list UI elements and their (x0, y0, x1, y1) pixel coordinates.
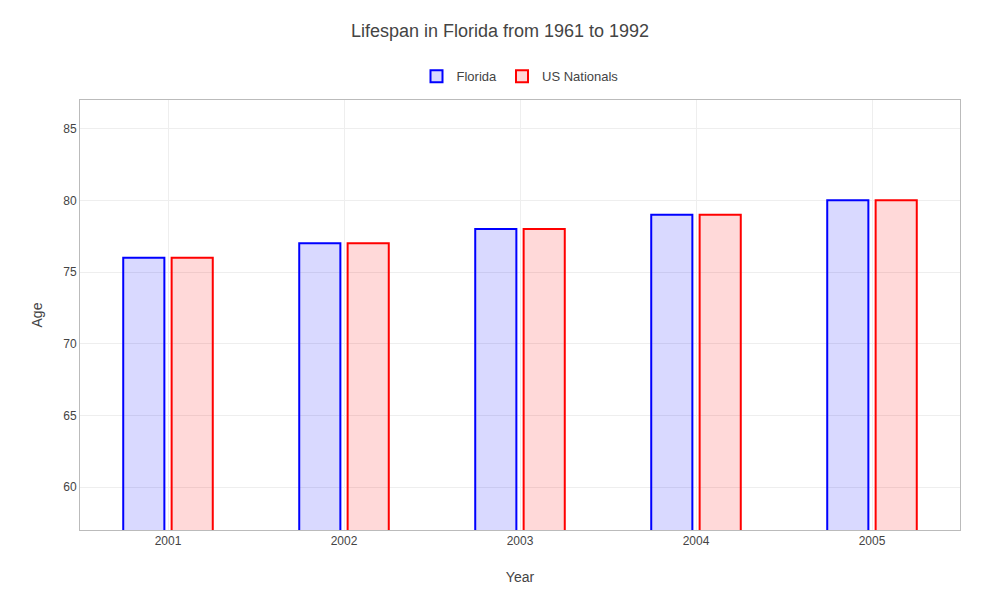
svg-text:Year: Year (506, 569, 535, 585)
svg-text:2003: 2003 (507, 534, 534, 548)
svg-text:2001: 2001 (155, 534, 182, 548)
svg-text:Lifespan in Florida from 1961: Lifespan in Florida from 1961 to 1992 (351, 21, 649, 41)
svg-text:65: 65 (63, 409, 77, 423)
svg-text:Florida: Florida (457, 69, 498, 84)
svg-text:60: 60 (63, 480, 77, 494)
svg-text:80: 80 (63, 194, 77, 208)
svg-text:85: 85 (63, 122, 77, 136)
svg-text:2005: 2005 (859, 534, 886, 548)
svg-text:Age: Age (29, 302, 45, 327)
svg-text:2004: 2004 (683, 534, 710, 548)
svg-text:2002: 2002 (331, 534, 358, 548)
svg-text:US Nationals: US Nationals (542, 69, 618, 84)
svg-text:70: 70 (63, 337, 77, 351)
svg-text:75: 75 (63, 265, 77, 279)
